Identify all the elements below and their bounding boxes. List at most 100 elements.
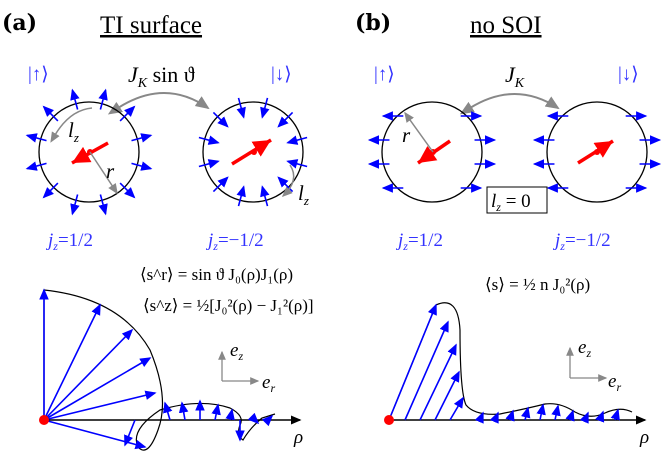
origin-dot-a <box>39 415 49 425</box>
lz-label-a-right: lz <box>298 181 309 208</box>
inward-spin-arrows <box>198 97 308 207</box>
panel-b-tag: (b) <box>355 10 391 36</box>
ez-label-a: ez <box>230 340 243 363</box>
radial-in-arrow <box>198 159 220 169</box>
spin-field-arrow <box>247 412 260 425</box>
spin-field-arrows-a <box>39 288 274 450</box>
lz-rotation-arrow-a-right <box>281 164 295 198</box>
spin-field-arrow <box>211 403 221 421</box>
outward-spin-arrows <box>25 88 153 216</box>
radial-out-arrow <box>98 194 108 216</box>
spin-field-arrow <box>551 404 561 421</box>
radial-in-arrow <box>236 185 246 207</box>
spin-field-arrow <box>43 328 134 421</box>
spin-field-arrow <box>178 401 189 421</box>
center-dot <box>594 149 600 155</box>
tangent-arrows-left-b <box>367 111 497 193</box>
radial-in-arrow <box>198 135 220 145</box>
radial-in-arrow <box>286 135 308 145</box>
equation-sr: ⟨s^r⟩ = sin ϑ J₀(ρ)J₁(ρ) <box>140 265 293 284</box>
envelope-curve-b <box>388 302 633 421</box>
spin-field-arrow <box>505 409 515 422</box>
radial-out-arrow <box>25 133 47 143</box>
spin-field-arrow <box>43 303 101 421</box>
spin-field-arrow <box>489 411 499 424</box>
radial-in-arrow <box>277 111 294 128</box>
equation-sz: ⟨s^z⟩ = ½[J₀²(ρ) − J₁²(ρ)] <box>143 296 314 315</box>
lz-label-a: lz <box>68 118 79 145</box>
coupling-arrow-b <box>459 93 560 115</box>
jz-right-b: jz=−1/2 <box>552 230 611 253</box>
radial-out-arrow <box>42 182 59 199</box>
er-label-b: er <box>608 371 621 394</box>
spin-field-arrows-b <box>388 303 620 424</box>
spin-field-arrow <box>388 303 437 421</box>
radial-in-arrow <box>212 111 229 128</box>
radial-out-arrow <box>131 161 153 171</box>
spin-field-arrow <box>595 410 605 423</box>
radial-out-arrow <box>98 88 108 110</box>
panel-b-title: no SOI <box>470 12 542 39</box>
er-label-a: er <box>262 372 275 395</box>
panel-a-title: TI surface <box>100 12 202 39</box>
spin-field-arrow <box>536 403 546 421</box>
spin-field-arrow <box>261 414 274 427</box>
circle-right-b <box>546 101 648 203</box>
equation-s: ⟨s⟩ = ½ n J₀²(ρ) <box>485 275 590 294</box>
tangent-arrows-right-b <box>532 111 662 193</box>
circle-left-b <box>381 101 483 203</box>
ez-label-b: ez <box>578 337 591 360</box>
radial-in-arrow <box>260 185 270 207</box>
spin-field-arrow <box>225 408 235 421</box>
ket-up-a: |↑⟩ <box>28 64 49 85</box>
radial-out-arrow <box>119 182 136 199</box>
center-dot <box>251 149 257 155</box>
lz-zero-box <box>486 186 548 214</box>
coupling-label-b: JK <box>505 62 525 91</box>
ket-down-b: |↓⟩ <box>618 64 639 85</box>
r-label-a: r <box>106 159 115 183</box>
jz-right-a: jz=−1/2 <box>205 230 264 253</box>
spin-field-arrow <box>404 320 449 421</box>
lz-zero-label: lz = 0 <box>491 191 531 214</box>
radial-out-arrow <box>42 105 59 122</box>
spin-field-arrow <box>610 408 620 421</box>
circle-right-a <box>202 101 304 203</box>
panel-b: (b) no SOI |↑⟩ |↓⟩ JK r lz = 0 jz=1/2 jz… <box>355 10 662 448</box>
radial-in-arrow <box>260 97 270 119</box>
jz-left-b: jz=1/2 <box>395 230 443 253</box>
spin-field-arrow <box>124 419 136 447</box>
spin-field-arrow <box>43 390 157 421</box>
radial-out-arrow <box>131 133 153 143</box>
lz-rotation-arrow-a <box>50 107 93 143</box>
rho-label-b: ρ <box>639 427 649 448</box>
radial-out-arrow <box>70 194 80 216</box>
coupling-arrow-a <box>107 92 210 115</box>
radius-arrow-a <box>89 151 118 195</box>
spin-field-arrow <box>474 411 484 424</box>
spin-field-arrow <box>43 357 152 421</box>
spin-field-arrow <box>163 401 173 421</box>
ket-down-a: |↓⟩ <box>271 64 292 85</box>
spin-field-arrow <box>449 396 464 421</box>
circle-left-a <box>38 101 140 203</box>
spin-field-arrow <box>521 406 531 421</box>
radius-arrow-b <box>404 111 434 153</box>
origin-dot-b <box>384 415 394 425</box>
rho-label-a: ρ <box>293 427 303 448</box>
radial-in-arrow <box>286 159 308 169</box>
coupling-label-a: JK sin ϑ <box>128 62 195 91</box>
radial-out-arrow <box>25 161 47 171</box>
panel-a: (a) TI surface |↑⟩ |↓⟩ JK sin ϑ lz r lz … <box>2 10 314 451</box>
radial-in-arrow <box>236 97 246 119</box>
ket-up-b: |↑⟩ <box>374 64 395 85</box>
spin-field-arrow <box>579 411 589 424</box>
panel-a-tag: (a) <box>2 10 37 36</box>
radial-in-arrow <box>212 176 229 193</box>
spin-field-arrow <box>419 343 457 421</box>
r-label-b: r <box>402 123 411 147</box>
spin-field-arrow <box>434 370 460 421</box>
radial-out-arrow <box>119 105 136 122</box>
spin-field-arrow <box>565 409 575 422</box>
